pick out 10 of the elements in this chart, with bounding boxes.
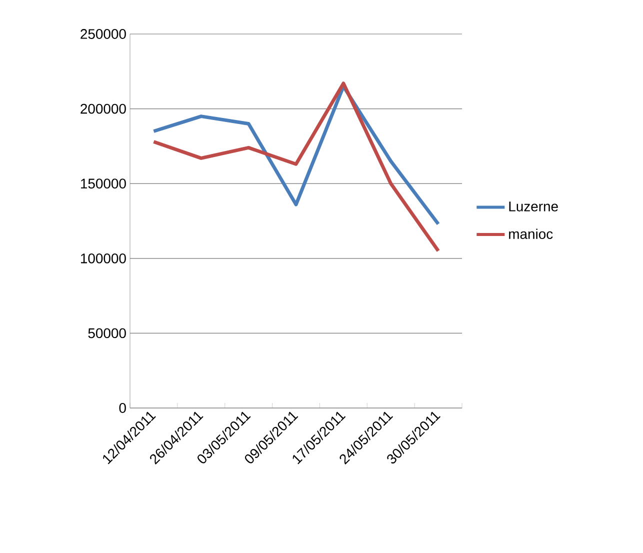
y-tick-label: 250000 bbox=[80, 29, 126, 39]
y-tick-label: 50000 bbox=[88, 328, 126, 338]
y-tick-label: 100000 bbox=[81, 253, 126, 264]
legend-label: manioc bbox=[509, 228, 553, 239]
line-series bbox=[152, 82, 440, 253]
y-tick-label: 150000 bbox=[81, 178, 126, 189]
y-tick-label: 200000 bbox=[80, 104, 126, 114]
legend-label: Luzerne bbox=[509, 202, 558, 212]
line-series bbox=[152, 84, 440, 226]
y-tick-label: 0 bbox=[119, 403, 126, 413]
